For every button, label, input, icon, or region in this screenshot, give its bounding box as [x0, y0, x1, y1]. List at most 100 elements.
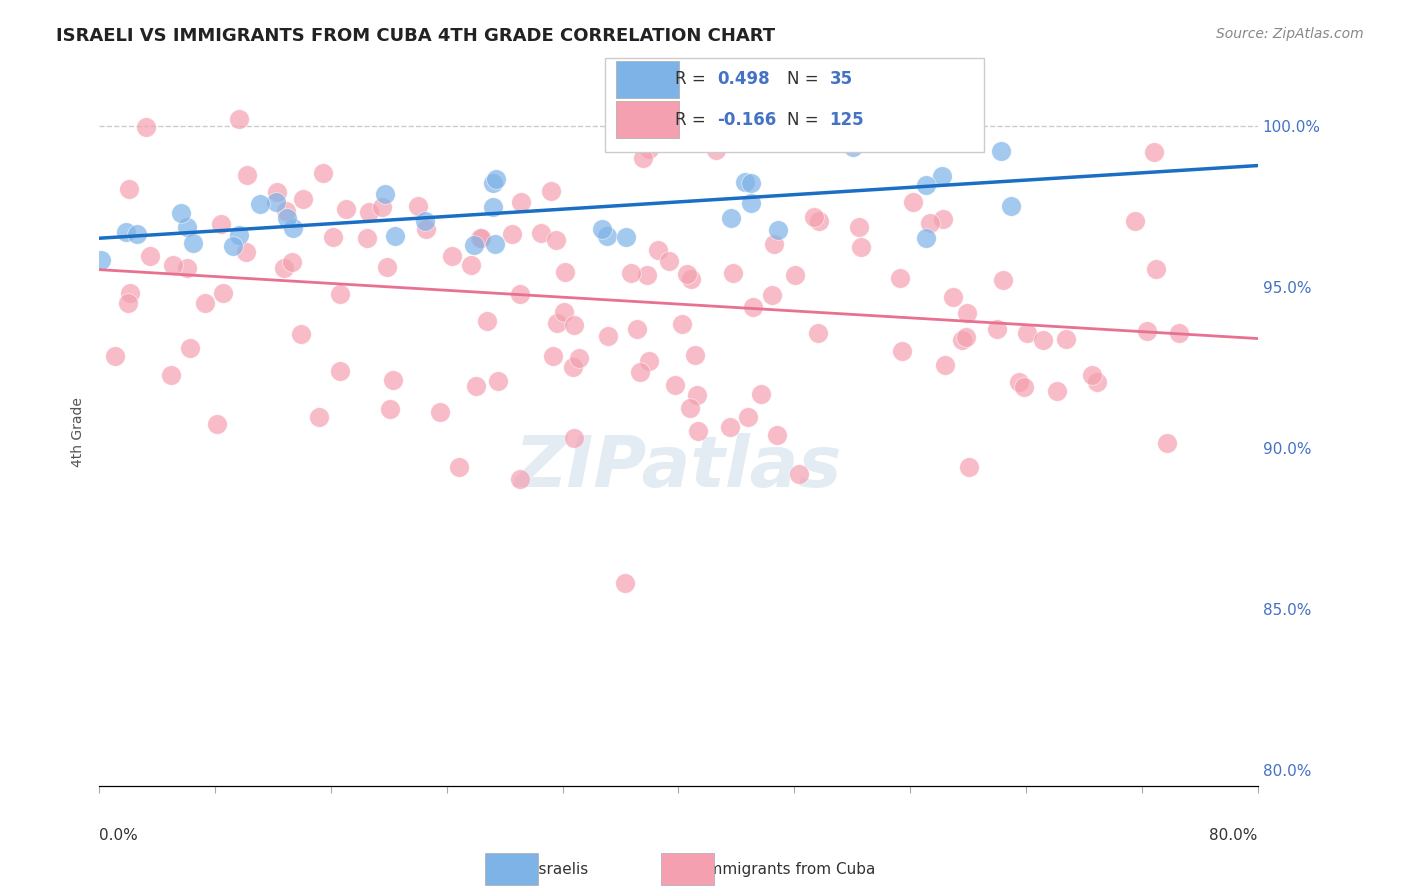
- Point: [264, 195, 287, 210]
- Point: [447, 460, 470, 475]
- Text: N =: N =: [787, 70, 818, 88]
- Text: N =: N =: [787, 111, 818, 128]
- Text: Immigrants from Cuba: Immigrants from Cuba: [703, 863, 876, 877]
- Point: [889, 270, 911, 285]
- Point: [890, 344, 912, 359]
- Point: [803, 210, 825, 224]
- Point: [554, 265, 576, 279]
- Point: [1167, 326, 1189, 341]
- Point: [731, 112, 754, 127]
- Point: [740, 177, 762, 191]
- Point: [176, 260, 198, 275]
- Point: [228, 112, 250, 127]
- Y-axis label: 4th Grade: 4th Grade: [72, 397, 86, 467]
- Point: [596, 229, 619, 244]
- Point: [591, 222, 613, 236]
- Point: [636, 268, 658, 282]
- Text: ZIPatlas: ZIPatlas: [515, 433, 842, 501]
- Point: [470, 231, 492, 245]
- Text: 0.498: 0.498: [717, 70, 769, 88]
- Point: [957, 460, 980, 475]
- Point: [205, 417, 228, 431]
- Point: [807, 326, 830, 340]
- Point: [274, 204, 297, 219]
- Point: [1136, 324, 1159, 338]
- Point: [932, 211, 955, 226]
- Point: [647, 244, 669, 258]
- Text: ISRAELI VS IMMIGRANTS FROM CUBA 4TH GRADE CORRELATION CHART: ISRAELI VS IMMIGRANTS FROM CUBA 4TH GRAD…: [56, 27, 775, 45]
- Point: [266, 185, 288, 199]
- Point: [212, 286, 235, 301]
- Text: Israelis: Israelis: [534, 863, 589, 877]
- Point: [235, 244, 257, 259]
- Point: [384, 229, 406, 244]
- Point: [842, 140, 865, 154]
- Point: [118, 182, 141, 196]
- Point: [509, 287, 531, 301]
- Point: [1156, 435, 1178, 450]
- Point: [463, 237, 485, 252]
- Point: [477, 313, 499, 327]
- Point: [357, 205, 380, 219]
- Point: [631, 151, 654, 165]
- Point: [766, 428, 789, 442]
- Point: [510, 194, 533, 209]
- Point: [429, 405, 451, 419]
- Point: [1081, 368, 1104, 382]
- Point: [371, 200, 394, 214]
- Point: [742, 301, 765, 315]
- Point: [1000, 199, 1022, 213]
- Point: [720, 211, 742, 226]
- Point: [540, 184, 562, 198]
- Point: [721, 266, 744, 280]
- Point: [737, 409, 759, 424]
- Point: [176, 220, 198, 235]
- Point: [484, 236, 506, 251]
- Point: [761, 288, 783, 302]
- Text: 80.0%: 80.0%: [1209, 828, 1258, 843]
- Point: [335, 202, 357, 216]
- Point: [1015, 326, 1038, 341]
- Point: [628, 365, 651, 379]
- Point: [686, 388, 709, 402]
- Point: [915, 231, 938, 245]
- Point: [281, 255, 304, 269]
- Point: [562, 431, 585, 445]
- Point: [415, 214, 437, 228]
- Point: [596, 328, 619, 343]
- Point: [209, 217, 232, 231]
- Point: [509, 472, 531, 486]
- Point: [734, 175, 756, 189]
- Point: [990, 144, 1012, 158]
- Point: [235, 169, 257, 183]
- Point: [683, 348, 706, 362]
- Point: [440, 249, 463, 263]
- Point: [675, 267, 697, 281]
- Text: -0.166: -0.166: [717, 111, 776, 128]
- Point: [766, 223, 789, 237]
- Point: [117, 295, 139, 310]
- Point: [620, 266, 643, 280]
- Point: [920, 216, 942, 230]
- Point: [950, 333, 973, 347]
- Point: [221, 239, 243, 253]
- Point: [688, 424, 710, 438]
- Point: [104, 349, 127, 363]
- Point: [955, 330, 977, 344]
- Point: [160, 368, 183, 382]
- Point: [127, 227, 149, 241]
- Point: [1144, 262, 1167, 277]
- Text: 125: 125: [830, 111, 865, 128]
- Point: [787, 467, 810, 482]
- Point: [329, 364, 352, 378]
- Point: [679, 272, 702, 286]
- Point: [139, 249, 162, 263]
- Point: [281, 220, 304, 235]
- Point: [613, 575, 636, 590]
- Point: [311, 166, 333, 180]
- Point: [671, 317, 693, 331]
- Point: [931, 169, 953, 184]
- Point: [120, 285, 142, 300]
- Text: 0.0%: 0.0%: [100, 828, 138, 843]
- Point: [704, 143, 727, 157]
